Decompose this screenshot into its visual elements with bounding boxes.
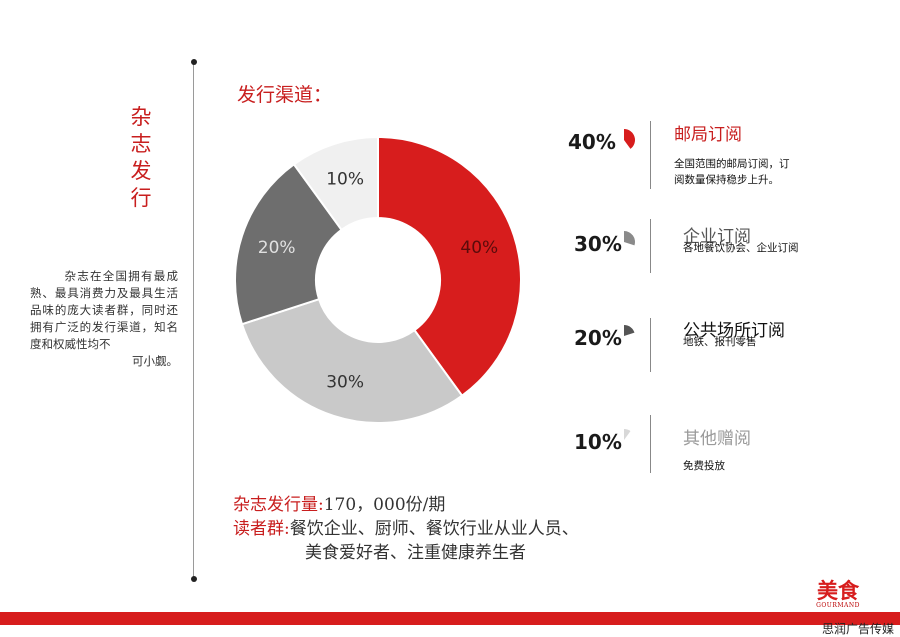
brand-logo: 美食 GOURMAND (808, 580, 868, 609)
readers-line: 读者群:餐饮企业、厨师、餐饮行业从业人员、 (233, 517, 579, 541)
channel-title: 公共场所订阅 (683, 321, 785, 341)
distribution-donut-chart: 40% 30% 20% 10% (234, 138, 522, 424)
channel-percent: 10% (574, 430, 622, 454)
channel-title: 邮局订阅 (674, 125, 742, 145)
dark-pie-icon (624, 325, 635, 336)
readers-line2: 美食爱好者、注重健康养生者 (305, 543, 526, 563)
channel-separator (650, 219, 651, 273)
donut-slice-label: 10% (326, 170, 364, 190)
channel-description: 各地餐饮协会、企业订阅 (683, 240, 799, 256)
red-pie-icon (624, 129, 636, 149)
light-pie-icon (624, 429, 631, 440)
circulation-value: 170，000份/期 (323, 495, 446, 515)
gray-pie-icon (624, 231, 635, 246)
channel-title: 企业订阅 (683, 227, 751, 247)
channel-description-line: 免费投放 (683, 460, 725, 472)
sidebar-description-text: 杂志在全国拥有最成熟、最具消费力及最具生活品味的庞大读者群，同时还拥有广泛的发行… (30, 269, 178, 351)
channel-separator (650, 415, 651, 473)
donut-slice (234, 162, 343, 326)
channel-separator (650, 318, 651, 372)
channel-percent: 20% (574, 326, 622, 350)
circulation-label: 杂志发行量: (233, 495, 324, 515)
donut-slice (377, 138, 522, 398)
divider-top-dot (191, 59, 197, 65)
sidebar-title: 杂志发行 (130, 105, 152, 210)
logo-main-text: 美食 (817, 579, 859, 603)
channel-description: 全国范围的邮局订阅，订 阅数量保持稳步上升。 (674, 156, 790, 188)
donut-slice-label: 20% (258, 238, 296, 258)
channel-description-line: 全国范围的邮局订阅，订 (674, 158, 790, 170)
circulation-line: 杂志发行量:170，000份/期 (233, 493, 579, 517)
divider-bottom-dot (191, 576, 197, 582)
channel-description-line: 阅数量保持稳步上升。 (674, 174, 779, 186)
channel-separator (650, 121, 651, 189)
vertical-divider (193, 62, 194, 580)
channel-percent: 40% (568, 130, 616, 154)
donut-slice (292, 138, 379, 232)
stats-block: 杂志发行量:170，000份/期 读者群:餐饮企业、厨师、餐饮行业从业人员、 美… (233, 493, 579, 565)
footer-text: 思润广告传媒 (822, 622, 895, 636)
sidebar-description: 杂志在全国拥有最成熟、最具消费力及最具生活品味的庞大读者群，同时还拥有广泛的发行… (30, 268, 178, 370)
donut-slice-label: 30% (326, 372, 364, 392)
channel-description-line: 地铁、报刊零售 (683, 336, 757, 348)
sidebar-description-end: 可小觑。 (132, 354, 178, 368)
channel-percent: 30% (574, 232, 622, 256)
donut-slice-label: 40% (460, 238, 498, 258)
channel-description: 地铁、报刊零售 (683, 334, 757, 350)
readers-line1: 餐饮企业、厨师、餐饮行业从业人员、 (289, 519, 579, 539)
readers-label: 读者群: (233, 519, 290, 539)
channel-title: 其他赠阅 (683, 429, 751, 449)
channel-description: 免费投放 (683, 458, 725, 474)
logo-sub-text: GOURMAND (816, 602, 860, 609)
section-title: 发行渠道： (237, 84, 333, 106)
donut-slice (240, 297, 464, 424)
bottom-brand-bar (0, 612, 900, 625)
channel-description-line: 各地餐饮协会、企业订阅 (683, 242, 799, 254)
